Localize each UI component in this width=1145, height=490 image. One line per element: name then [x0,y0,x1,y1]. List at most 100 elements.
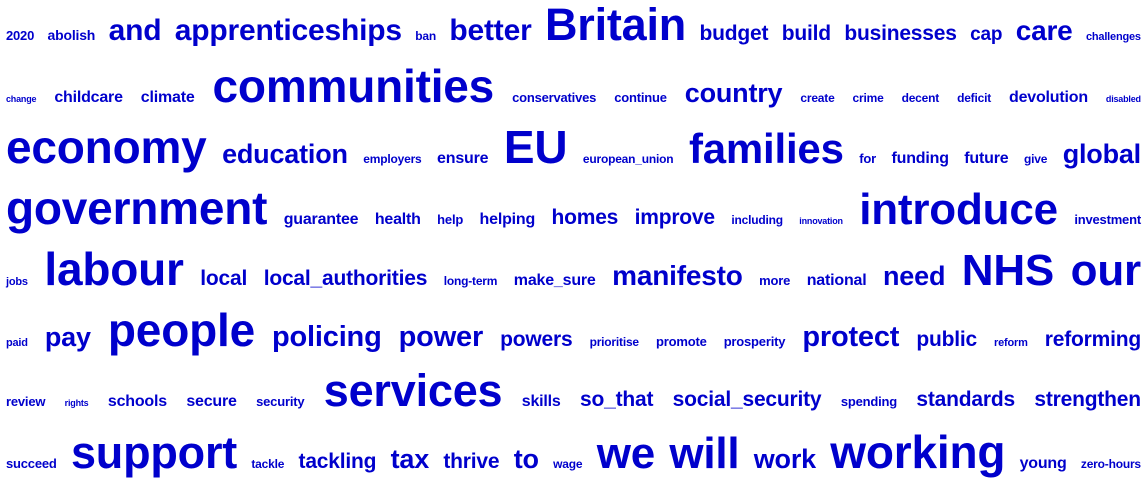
cloud-word: national [806,272,867,289]
cloud-word: families [688,125,844,172]
word-cloud-row: paid pay people policing power powers prioriti… [6,307,1141,368]
word-cloud-row: change childcare climate communities conserv… [6,63,1141,124]
cloud-word: ensure [437,150,489,167]
cloud-word: rights [64,398,89,408]
word-cloud-row: economy education employers ensure EU europea… [6,124,1141,185]
cloud-word: succeed [6,456,57,471]
cloud-word: power [398,321,484,353]
cloud-word: budget [699,22,769,45]
cloud-word: local_authorities [263,267,428,290]
cloud-word: we [596,429,655,478]
cloud-word: prioritise [589,335,640,349]
cloud-word: give [1023,152,1048,166]
cloud-word: zero-hours [1080,457,1141,471]
cloud-word: tackle [251,457,285,471]
cloud-word: skills [521,393,561,410]
cloud-word: will [669,429,740,478]
cloud-word: deficit [957,91,992,105]
cloud-word: reform [994,337,1028,349]
cloud-word: businesses [844,22,957,45]
cloud-word: european_union [582,152,674,166]
cloud-word: work [753,444,816,474]
cloud-word: to [513,444,539,474]
cloud-word: promote [656,334,707,349]
cloud-word: conservatives [512,90,597,105]
cloud-word: labour [44,243,184,295]
cloud-word: crime [852,91,884,105]
cloud-word: thrive [443,450,500,473]
cloud-word: communities [212,60,495,112]
cloud-word: climate [140,89,195,106]
cloud-word: country [684,78,783,108]
cloud-word: powers [500,328,573,351]
cloud-word: innovation [799,216,843,226]
cloud-word: introduce [859,185,1058,234]
cloud-word: spending [840,394,897,409]
cloud-word: and [108,14,162,47]
cloud-word: social_security [672,388,822,411]
cloud-word: more [759,273,791,288]
cloud-word: support [70,427,238,478]
cloud-word: investment [1074,212,1141,227]
cloud-word: Britain [544,0,687,50]
cloud-word: funding [891,150,949,167]
cloud-word: build [781,22,831,45]
cloud-word: make_sure [513,272,596,289]
word-cloud-row: succeed support tackle tackling tax thrive to w… [6,429,1141,490]
cloud-word: 2020 [6,28,35,43]
cloud-word: devolution [1009,89,1088,106]
cloud-word: protect [802,321,900,353]
cloud-word: reforming [1044,328,1141,351]
cloud-word: local [200,267,248,290]
cloud-word: continue [614,90,667,105]
word-cloud-row: jobs labour local local_authorities long-ter… [6,246,1141,307]
word-cloud-row: review rights schools secure security service… [6,368,1141,429]
cloud-word: future [964,150,1009,167]
cloud-word: help [437,212,464,227]
cloud-word: so_that [579,388,654,411]
cloud-word: health [374,211,421,228]
cloud-word: jobs [6,276,28,288]
cloud-word: including [731,213,783,227]
cloud-word: improve [634,206,715,229]
cloud-word: cap [970,24,1003,45]
cloud-word: global [1062,139,1142,169]
cloud-word: childcare [54,89,123,106]
cloud-word: prosperity [723,334,786,349]
cloud-word: abolish [47,27,96,43]
cloud-word: EU [503,121,568,173]
cloud-word: for [859,151,877,166]
cloud-word: services [323,365,503,416]
cloud-word: apprenticeships [174,14,402,47]
cloud-word: manifesto [612,260,743,291]
cloud-word: need [883,261,946,291]
word-cloud-row: government guarantee health help helping home… [6,185,1141,246]
cloud-word: helping [479,211,536,228]
cloud-word: challenges [1085,31,1141,43]
cloud-word: better [449,14,532,47]
cloud-word: long-term [443,274,498,288]
cloud-word: standards [916,388,1015,411]
cloud-word: care [1015,15,1073,46]
cloud-word: public [916,328,977,351]
cloud-word: our [1070,246,1141,295]
cloud-word: tackling [298,450,377,473]
cloud-word: change [6,94,37,104]
cloud-word: working [830,426,1006,478]
cloud-word: paid [6,337,28,349]
cloud-word: people [107,304,255,356]
cloud-word: decent [901,91,940,105]
cloud-word: government [6,182,268,234]
cloud-word: homes [551,206,619,229]
cloud-word: pay [44,322,91,352]
cloud-word: disabled [1105,94,1141,104]
cloud-word: strengthen [1034,388,1141,411]
cloud-word: schools [107,393,167,410]
word-cloud-row: 2020 abolish and apprenticeships ban better Br… [6,2,1141,63]
cloud-word: employers [363,152,422,166]
cloud-word: wage [553,457,583,471]
cloud-word: security [256,394,305,409]
cloud-word: policing [272,321,382,353]
cloud-word: create [800,91,835,105]
